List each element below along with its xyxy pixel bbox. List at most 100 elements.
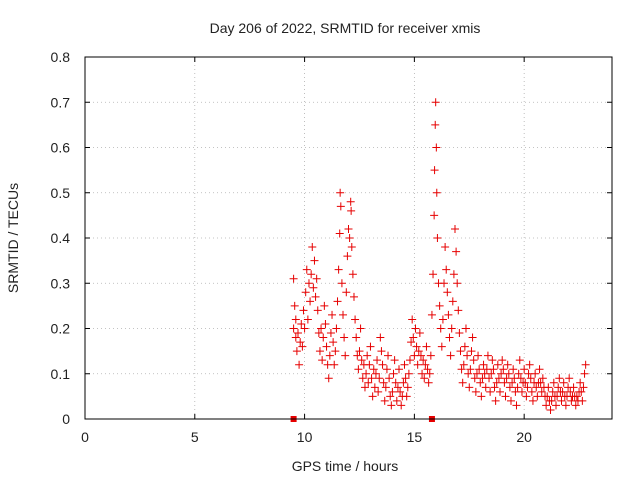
data-point: [388, 387, 397, 396]
data-point: [348, 270, 357, 279]
data-point: [512, 401, 521, 410]
data-point: [332, 324, 341, 333]
data-point: [537, 387, 546, 396]
data-point: [444, 310, 453, 319]
data-point: [336, 188, 345, 197]
data-point: [422, 342, 431, 351]
data-point: [300, 324, 309, 333]
data-point: [527, 387, 536, 396]
data-point: [347, 243, 356, 252]
data-point: [435, 301, 444, 310]
data-point: [523, 383, 532, 392]
data-point: [558, 387, 567, 396]
data-point: [442, 265, 451, 274]
data-point: [324, 374, 333, 383]
data-point: [317, 324, 326, 333]
data-point: [315, 347, 324, 356]
data-point: [347, 206, 356, 215]
data-point: [309, 283, 318, 292]
data-point: [489, 365, 498, 374]
data-point: [466, 365, 475, 374]
data-point: [456, 347, 465, 356]
data-point: [504, 369, 513, 378]
data-point: [467, 347, 476, 356]
data-point: [418, 369, 427, 378]
x-tick-label: 5: [191, 429, 199, 445]
y-axis-ticks: 0 0.1 0.2 0.3 0.4 0.5 0.6 0.7 0.8: [51, 49, 612, 427]
data-point: [465, 383, 474, 392]
data-point: [346, 197, 355, 206]
data-point: [486, 387, 495, 396]
data-point: [330, 360, 339, 369]
data-point: [553, 392, 562, 401]
data-point: [535, 365, 544, 374]
data-point: [335, 229, 344, 238]
data-point: [520, 365, 529, 374]
y-tick-label: 0.5: [51, 185, 71, 201]
data-point: [515, 356, 524, 365]
data-point: [349, 292, 358, 301]
data-point: [421, 360, 430, 369]
data-point: [336, 202, 345, 211]
y-tick-label: 0.1: [51, 366, 71, 382]
data-point: [431, 98, 440, 107]
data-point: [399, 378, 408, 387]
data-point: [364, 378, 373, 387]
data-point: [457, 365, 466, 374]
data-point: [381, 383, 390, 392]
data-point: [469, 356, 478, 365]
data-point: [342, 288, 351, 297]
data-point: [479, 360, 488, 369]
data-point: [565, 374, 574, 383]
data-point: [340, 333, 349, 342]
data-point: [503, 360, 512, 369]
data-point: [432, 188, 441, 197]
data-point: [476, 378, 485, 387]
data-point: [447, 324, 456, 333]
data-point: [404, 369, 413, 378]
data-point: [505, 383, 514, 392]
data-point: [334, 265, 343, 274]
data-point: [487, 369, 496, 378]
x-axis-label: GPS time / hours: [292, 458, 399, 474]
data-point: [377, 347, 386, 356]
data-point: [543, 392, 552, 401]
data-point: [301, 288, 310, 297]
data-point: [308, 243, 317, 252]
data-point: [370, 383, 379, 392]
data-point: [400, 360, 409, 369]
data-points: [289, 98, 590, 414]
data-point: [337, 279, 346, 288]
data-point: [310, 256, 319, 265]
data-point: [576, 378, 585, 387]
data-point: [390, 356, 399, 365]
data-point: [293, 329, 302, 338]
data-point: [345, 234, 354, 242]
data-point: [291, 333, 300, 342]
data-point: [374, 387, 383, 396]
data-point: [536, 378, 545, 387]
data-point: [431, 120, 440, 129]
data-point: [533, 392, 542, 401]
data-point: [362, 369, 371, 378]
data-point: [302, 265, 311, 274]
data-point: [344, 224, 353, 233]
y-axis-label: SRMTID / TECUs: [5, 183, 21, 293]
data-point: [498, 356, 507, 365]
data-point: [411, 324, 420, 333]
x-tick-label: 0: [81, 429, 89, 445]
data-point: [502, 374, 511, 383]
data-point: [526, 374, 535, 383]
data-point: [307, 270, 316, 279]
data-point: [544, 383, 553, 392]
data-point: [459, 360, 468, 369]
data-point: [413, 360, 422, 369]
data-point: [341, 351, 350, 360]
data-point: [494, 374, 503, 383]
data-point: [463, 351, 472, 360]
data-point: [490, 383, 499, 392]
data-point: [401, 374, 410, 383]
data-point: [538, 374, 547, 383]
data-point: [343, 252, 352, 261]
data-point: [555, 374, 564, 383]
